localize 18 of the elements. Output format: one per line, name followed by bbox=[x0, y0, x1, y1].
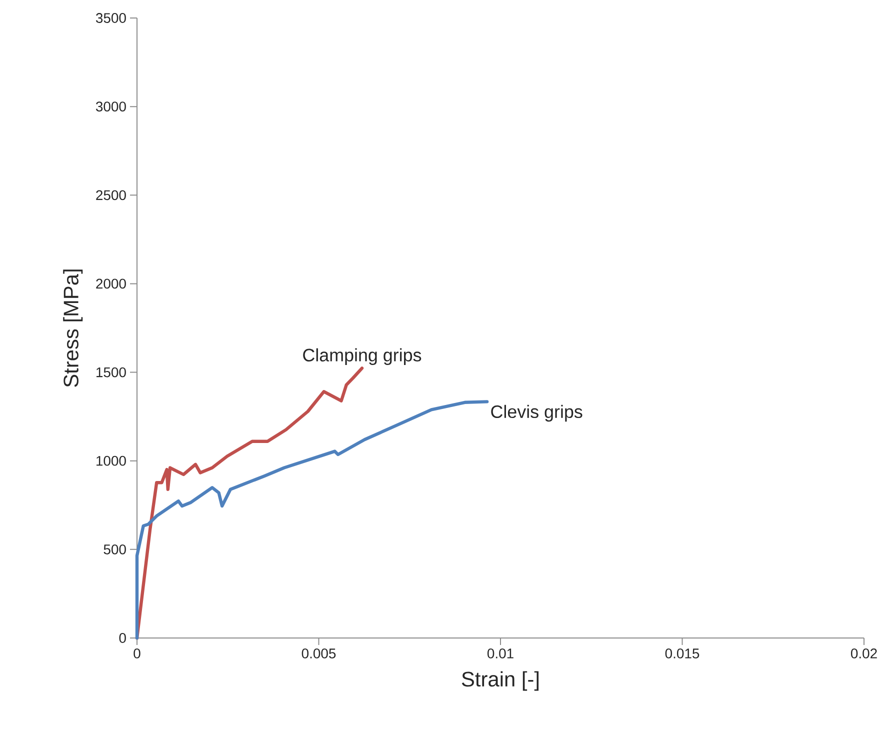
y-tick-label: 3500 bbox=[96, 13, 126, 23]
y-tick-label: 0 bbox=[119, 633, 126, 643]
y-tick-label: 2500 bbox=[96, 190, 126, 200]
y-tick-label: 2000 bbox=[96, 278, 126, 289]
x-tick-label: 0.015 bbox=[665, 648, 700, 658]
y-tick-label: 1000 bbox=[96, 456, 126, 466]
y-tick-label: 1500 bbox=[96, 367, 126, 378]
x-axis-title: Strain [-] bbox=[462, 671, 539, 691]
series-label: Clamping grips bbox=[303, 348, 422, 366]
series-label: Clevis grips bbox=[491, 404, 582, 422]
x-tick-label: 0.005 bbox=[302, 648, 336, 658]
line-series bbox=[135, 400, 489, 640]
y-axis-title: Stress [MPa] bbox=[63, 270, 83, 387]
y-tick-label: 3000 bbox=[96, 102, 126, 112]
y-tick-label: 500 bbox=[104, 544, 126, 554]
x-tick-label: 0 bbox=[134, 648, 140, 658]
x-tick-label: 0.01 bbox=[487, 648, 514, 658]
x-tick-label: 0.02 bbox=[850, 648, 877, 658]
